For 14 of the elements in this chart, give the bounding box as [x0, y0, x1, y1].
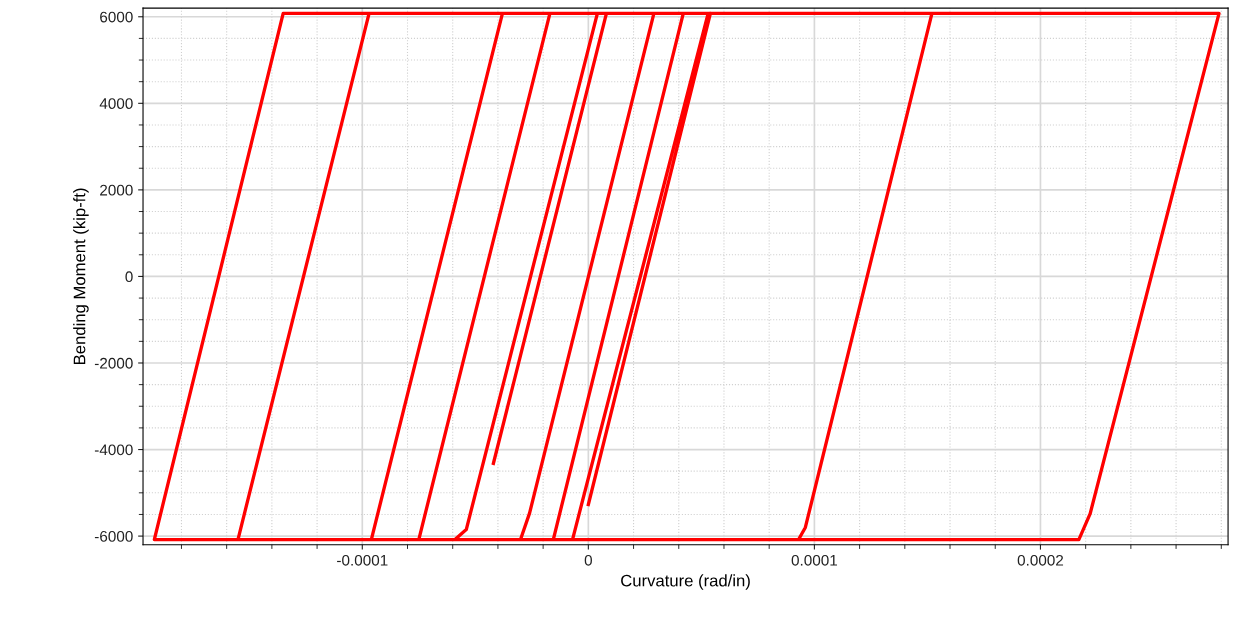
x-axis-title: Curvature (rad/in) — [621, 574, 750, 590]
y-tick-label: -2000 — [94, 357, 133, 369]
y-tick-label: 0 — [125, 271, 133, 283]
y-tick-label: 4000 — [99, 98, 133, 110]
y-tick-label: 2000 — [100, 184, 133, 196]
x-tick-label: 0.0002 — [1017, 554, 1064, 566]
line-series — [152, 11, 1221, 542]
x-tick-label: 0 — [584, 554, 592, 566]
x-tick-label: -0.0001 — [337, 554, 388, 566]
y-axis-title: Bending Moment (kip-ft) — [73, 188, 89, 364]
y-tick-label: -4000 — [94, 444, 133, 456]
y-tick-label: -6000 — [94, 530, 133, 542]
y-tick-label: 6000 — [100, 11, 133, 23]
x-tick-label: 0.0001 — [791, 554, 838, 566]
